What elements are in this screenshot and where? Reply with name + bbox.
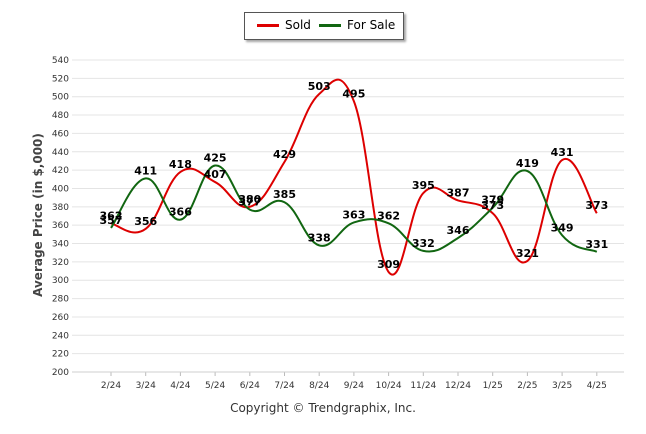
data-label: 377 [238,196,261,209]
data-label: 338 [308,231,331,244]
x-tick-label: 9/24 [344,381,364,391]
y-tick-label: 220 [52,350,69,360]
data-label: 332 [412,237,435,250]
x-tick-label: 12/24 [445,381,471,391]
y-tick-label: 360 [52,221,69,231]
y-tick-label: 500 [52,93,69,103]
data-label: 395 [412,179,435,192]
x-tick-label: 3/24 [136,381,156,391]
legend-label-sold: Sold [285,18,311,32]
x-tick-label: 4/25 [587,381,607,391]
y-tick-label: 520 [52,74,69,84]
series-line-sold[interactable] [110,78,598,276]
x-tick-label: 2/25 [517,381,537,391]
legend-swatch-sold [257,23,279,27]
data-label: 363 [342,208,365,221]
x-tick-label: 4/24 [170,381,190,391]
y-tick-label: 240 [52,331,69,341]
data-label: 356 [134,215,157,228]
copyright-text: Copyright © Trendgraphix, Inc. [230,401,416,415]
legend: Sold For Sale [244,12,404,40]
y-tick-label: 280 [52,295,69,305]
data-label: 425 [204,152,227,165]
data-label: 418 [169,158,192,171]
x-tick-label: 8/24 [309,381,329,391]
x-tick-label: 11/24 [410,381,436,391]
x-tick-label: 1/25 [483,381,503,391]
x-tick-label: 7/24 [274,381,294,391]
x-tick-label: 2/24 [101,381,121,391]
legend-swatch-for-sale [319,23,341,27]
y-tick-label: 540 [52,56,69,66]
data-label: 503 [308,80,331,93]
data-label: 385 [273,188,296,201]
y-tick-label: 420 [52,166,69,176]
data-label: 346 [447,224,470,237]
data-label: 321 [516,247,539,260]
data-label: 411 [134,164,157,177]
data-label: 349 [551,221,574,234]
x-tick-label: 10/24 [376,381,402,391]
series-line-for-sale[interactable] [110,164,598,253]
y-tick-label: 480 [52,111,69,121]
x-tick-label: 6/24 [240,381,260,391]
data-label: 431 [551,146,574,159]
y-tick-label: 300 [52,276,69,286]
x-tick-label: 3/25 [552,381,572,391]
data-label: 357 [100,214,123,227]
data-label: 387 [447,186,470,199]
data-label: 362 [100,209,123,222]
series-lines [110,78,598,276]
data-label: 373 [585,199,608,212]
y-tick-label: 320 [52,258,69,268]
data-label: 331 [585,238,608,251]
y-axis-label: Average Price (in $,000) [31,133,45,297]
data-labels: 362 356 418 407 380 429 503 495 309 395 387 373 321 4… [100,80,609,271]
y-tick-label: 400 [52,184,69,194]
y-tick-label: 440 [52,148,69,158]
data-label: 366 [169,206,192,219]
y-tick-label: 460 [52,129,69,139]
data-label: 379 [481,194,504,207]
x-tick-label: 5/24 [205,381,225,391]
legend-item-sold[interactable]: Sold [257,18,311,32]
data-label: 362 [377,209,400,222]
y-tick-label: 200 [52,368,69,378]
data-label: 429 [273,148,296,161]
x-axis-ticks: 2/24 3/24 4/24 5/24 6/24 7/24 8/24 9/24 10/24 11/… [101,372,607,391]
data-label: 309 [377,258,400,271]
y-tick-label: 340 [52,240,69,250]
data-label: 373 [481,199,504,212]
data-label: 495 [342,87,365,100]
y-tick-label: 260 [52,313,69,323]
data-label: 419 [516,157,539,170]
grid-lines [72,59,624,373]
data-label: 407 [204,168,227,181]
y-tick-label: 380 [52,203,69,213]
y-axis-ticks: 200 220 240 260 280 300 320 340 360 380 400 420 440 4… [52,56,69,378]
legend-item-for-sale[interactable]: For Sale [319,18,395,32]
data-label: 380 [238,193,261,206]
legend-label-for-sale: For Sale [347,18,396,32]
